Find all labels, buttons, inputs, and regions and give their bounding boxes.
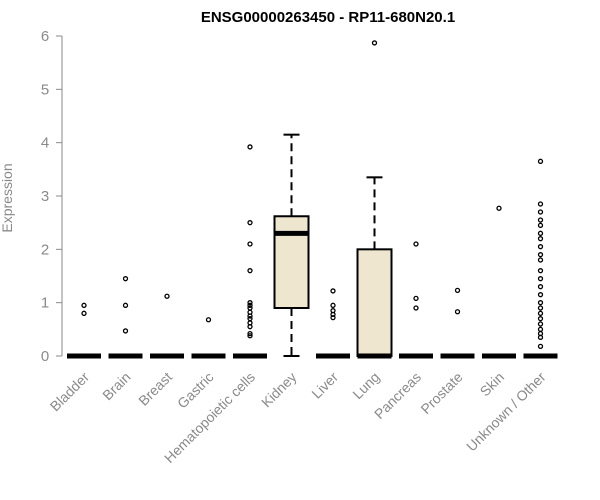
- y-axis-label: Expression: [0, 163, 15, 232]
- outlier-point: [413, 295, 419, 302]
- x-tick-label-lung: Lung: [349, 369, 382, 402]
- outlier-point: [413, 305, 419, 311]
- box-unknown-other: [523, 158, 558, 359]
- y-tick-label: 6: [41, 28, 49, 45]
- outlier-point: [122, 302, 129, 308]
- outlier-point: [537, 305, 544, 311]
- outlier-point: [537, 230, 544, 236]
- outlier-point: [537, 209, 544, 215]
- x-tick-label-brain: Brain: [99, 369, 133, 403]
- outlier-point: [537, 252, 544, 258]
- outlier-point: [205, 317, 212, 323]
- outlier-point: [537, 321, 544, 327]
- box-pancreas: [399, 241, 433, 359]
- outlier-point: [537, 300, 544, 306]
- box-kidney: [273, 133, 310, 357]
- outlier-point: [247, 313, 253, 319]
- box-brain: [108, 276, 143, 359]
- outlier-point: [247, 316, 253, 322]
- outlier-point: [537, 222, 544, 228]
- outlier-point: [537, 244, 544, 250]
- box-rect: [273, 215, 310, 309]
- outlier-point: [537, 326, 544, 332]
- x-tick-label-liver: Liver: [308, 369, 341, 402]
- x-tick-label-skin: Skin: [477, 369, 508, 400]
- outlier-point: [537, 292, 544, 298]
- y-tick-label: 4: [41, 135, 49, 152]
- outlier-point: [247, 305, 253, 311]
- box-skin: [482, 205, 516, 359]
- y-tick-label: 1: [41, 295, 49, 312]
- outlier-point: [413, 241, 419, 247]
- outlier-point: [330, 311, 336, 318]
- outlier-point: [537, 201, 544, 207]
- outlier-point: [454, 309, 461, 315]
- box-rect: [356, 248, 393, 357]
- outlier-point: [537, 268, 544, 274]
- x-tick-label-kidney: Kidney: [258, 369, 300, 411]
- outlier-point: [247, 302, 253, 308]
- outlier-point: [164, 293, 170, 299]
- outlier-point: [81, 302, 87, 308]
- x-tick-label-prostate: Prostate: [417, 369, 465, 417]
- chart-title: ENSG00000263450 - RP11-680N20.1: [201, 9, 455, 26]
- outlier-point: [330, 302, 336, 308]
- outlier-point: [371, 40, 378, 46]
- outlier-point: [537, 158, 544, 164]
- outlier-point: [454, 287, 461, 294]
- box-hematopoietic-cells: [233, 144, 267, 359]
- outlier-point: [537, 236, 544, 242]
- y-axis: 0 1 2 3 4 5 6: [41, 28, 63, 365]
- outlier-point: [247, 241, 253, 247]
- outlier-point: [247, 268, 253, 274]
- outlier-point: [122, 328, 129, 334]
- outlier-point: [247, 220, 253, 226]
- boxes-layer: [67, 40, 558, 359]
- outlier-point: [247, 324, 253, 330]
- outlier-point: [537, 284, 544, 290]
- x-tick-label-breast: Breast: [135, 369, 175, 409]
- outlier-point: [537, 217, 544, 223]
- box-gastric: [191, 317, 226, 359]
- box-bladder: [67, 302, 101, 359]
- x-tick-label-bladder: Bladder: [47, 369, 93, 415]
- outlier-point: [122, 276, 129, 282]
- box-lung: [356, 40, 393, 359]
- outlier-point: [81, 310, 87, 316]
- y-tick-label: 0: [41, 348, 49, 365]
- box-liver: [316, 288, 350, 359]
- outlier-point: [247, 330, 253, 337]
- y-tick-label: 3: [41, 188, 49, 205]
- y-tick-label: 5: [41, 81, 49, 98]
- outlier-point: [537, 276, 544, 282]
- outlier-point: [537, 316, 544, 322]
- outlier-point: [247, 144, 253, 150]
- outlier-point: [247, 333, 253, 339]
- outlier-point: [537, 334, 544, 340]
- outlier-point: [537, 257, 544, 263]
- x-tick-label-unknown-other: Unknown / Other: [463, 369, 549, 455]
- box-prostate: [440, 287, 475, 359]
- outlier-point: [537, 343, 544, 350]
- outlier-point: [247, 300, 253, 306]
- outlier-point: [330, 314, 336, 321]
- outlier-point: [537, 310, 544, 316]
- outlier-point: [496, 205, 502, 211]
- outlier-point: [330, 288, 336, 294]
- box-breast: [150, 293, 184, 359]
- y-tick-label: 2: [41, 241, 49, 258]
